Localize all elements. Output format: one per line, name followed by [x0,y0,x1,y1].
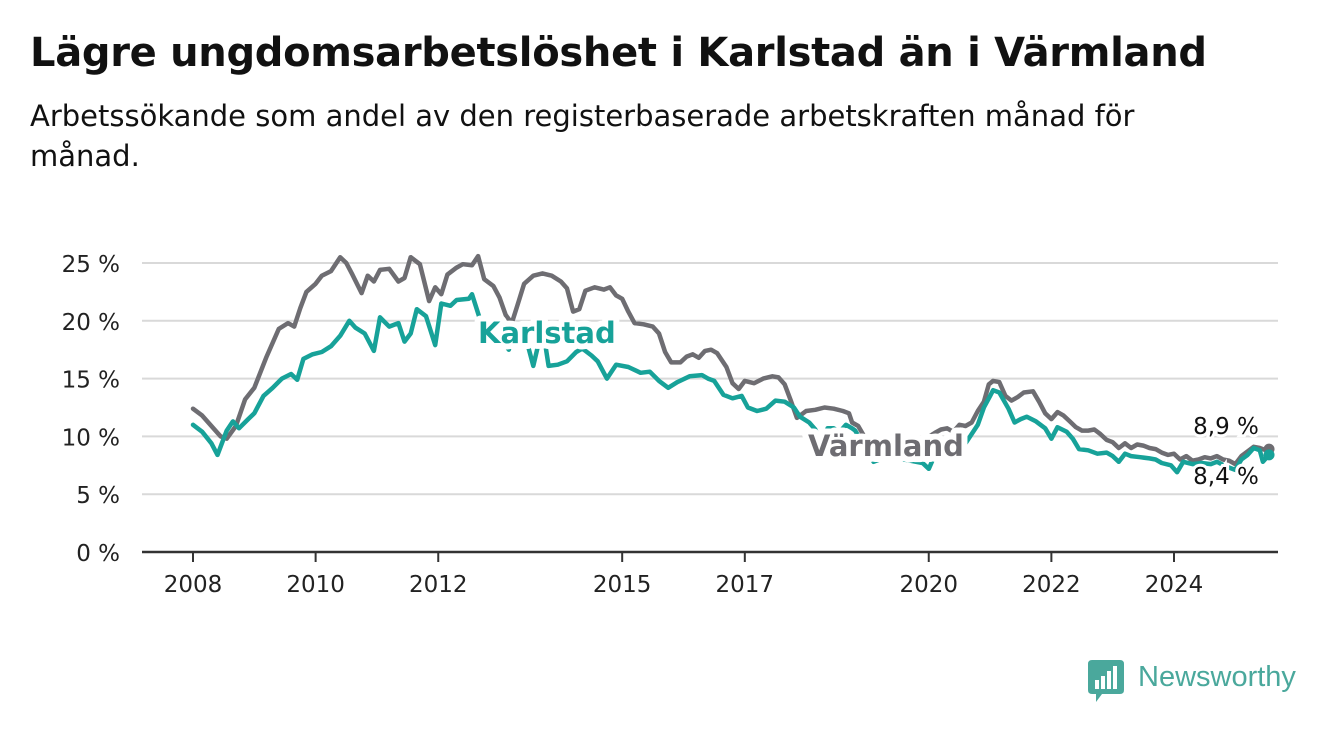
y-tick-label: 20 % [62,310,120,336]
series-label: Värmland [808,429,964,463]
newsworthy-logo-icon [1088,660,1124,702]
end-value-label: 8,9 % [1193,414,1259,440]
x-tick-label: 2024 [1145,572,1204,598]
x-tick-label: 2015 [593,572,652,598]
series-line-varmland [190,253,1272,467]
x-tick-label: 2017 [716,572,775,598]
x-tick-label: 2022 [1022,572,1081,598]
chart-subtitle: Arbetssökande som andel av den registerb… [30,99,1135,173]
chart-title: Lägre ungdomsarbetslöshet i Karlstad än … [30,30,1207,76]
y-tick-label: 15 % [62,368,120,394]
y-tick-label: 25 % [62,252,120,278]
series-line-karlstad [190,291,1272,475]
x-tick-label: 2020 [899,572,958,598]
x-axis: 2008 2010 2012 2015 2017 2020 2022 2024 [142,550,1278,598]
y-tick-label: 10 % [62,425,120,451]
y-tick-label: 0 % [76,541,120,567]
x-tick-label: 2010 [286,572,345,598]
brand-name: Newsworthy [1138,661,1296,693]
end-value-label: 8,4 % [1193,464,1259,490]
x-tick-label: 2008 [164,572,223,598]
series-lines [190,253,1275,475]
series-label: Karlstad [478,316,616,350]
end-point-marker [1263,449,1275,461]
brand-logo: Newsworthy [1088,660,1313,704]
x-tick-label: 2012 [409,572,468,598]
gridlines [142,262,1278,496]
y-tick-label: 5 % [76,483,120,509]
series-labels: Karlstad Värmland 8,9 % 8,4 % [472,310,1262,493]
y-axis: 0 % 5 % 10 % 15 % 20 % 25 % [62,252,120,567]
